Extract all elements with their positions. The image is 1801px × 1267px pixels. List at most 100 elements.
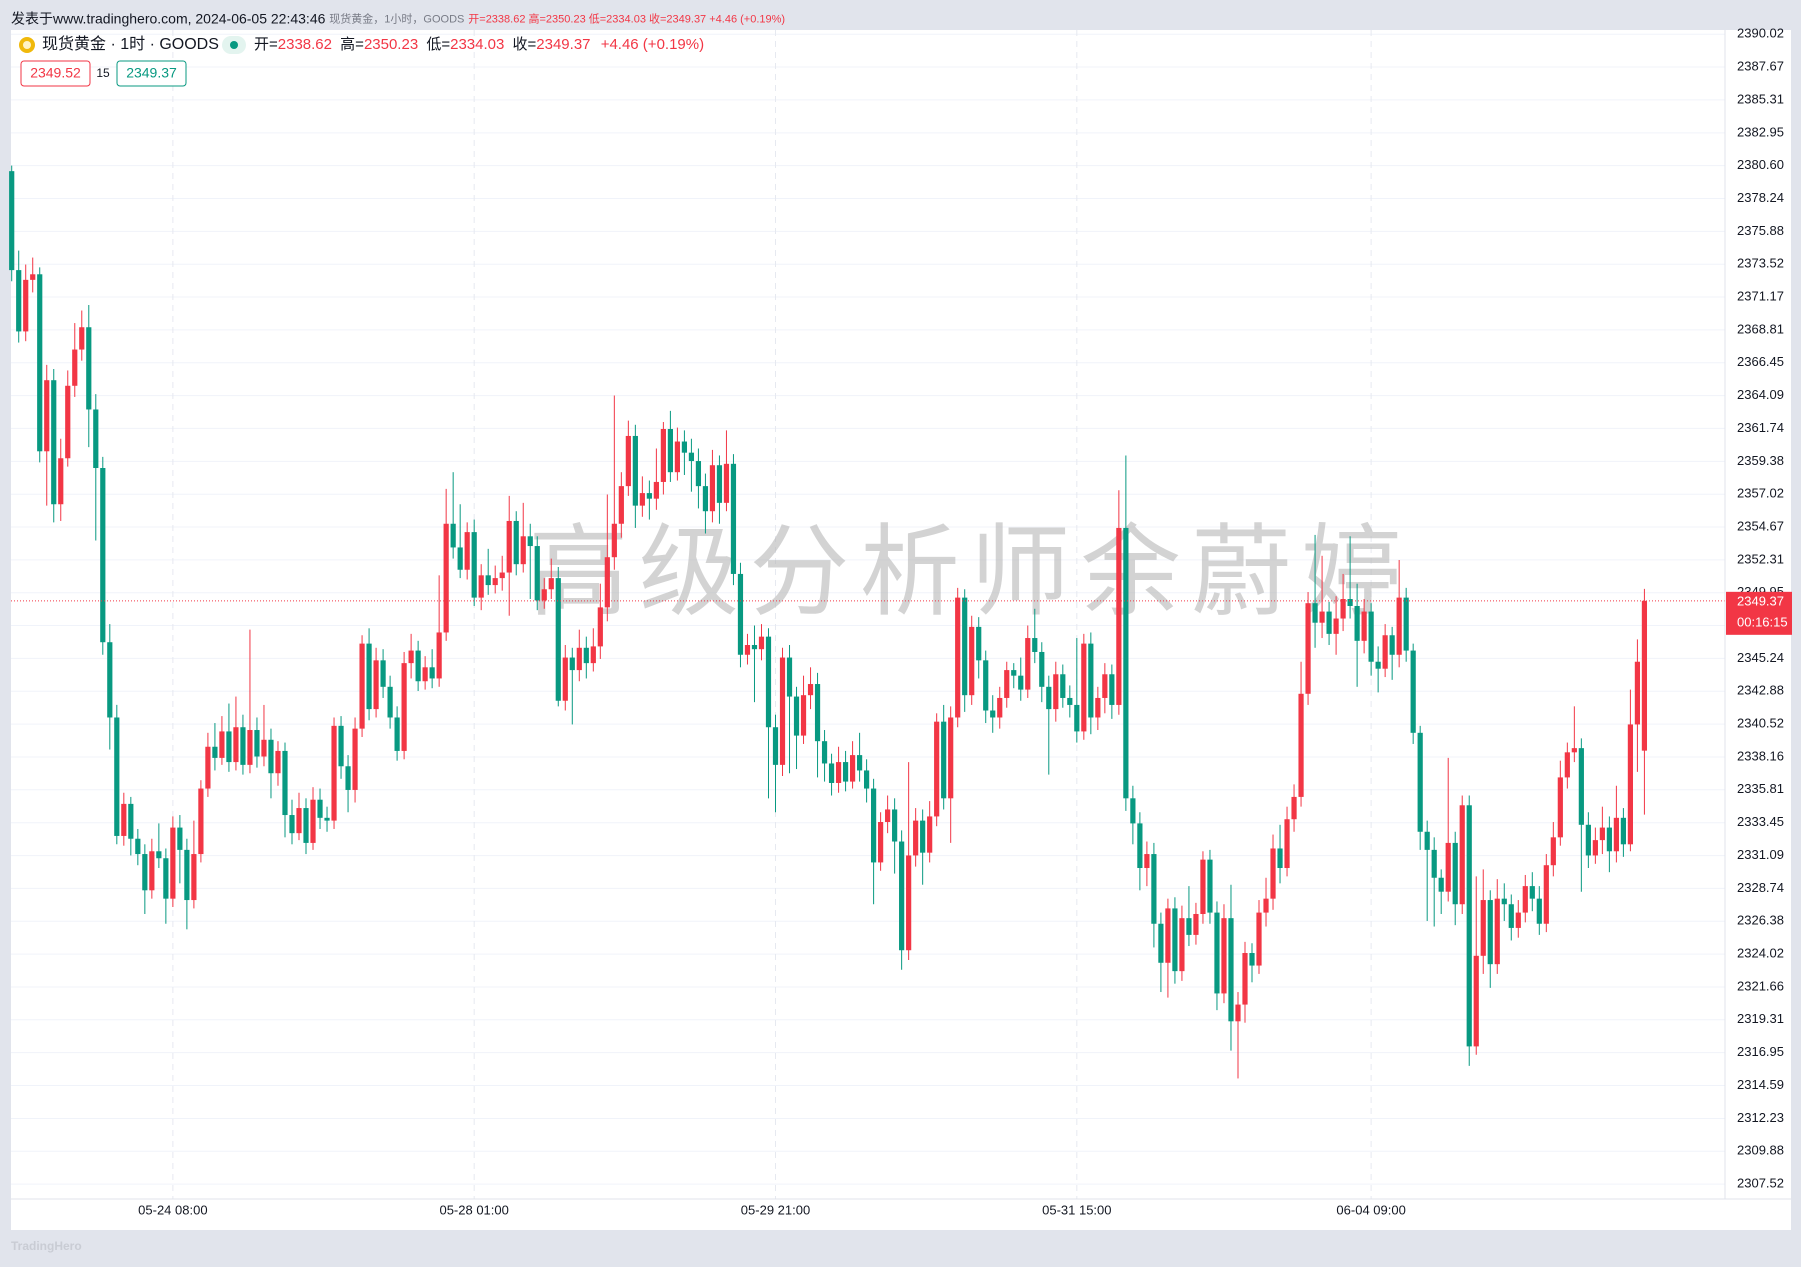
x-tick-label: 06-04 09:00	[1336, 1202, 1405, 1217]
candle-body	[1613, 817, 1619, 852]
candle-body	[520, 536, 526, 565]
candle-body	[1543, 865, 1549, 924]
candle-body	[1480, 900, 1486, 956]
last-price-box	[1726, 591, 1792, 635]
legend-change: +4.46 (+0.19%)	[601, 36, 704, 53]
candle-body	[1235, 1004, 1241, 1022]
y-tick-label: 2380.60	[1737, 157, 1784, 172]
candle-body	[1305, 603, 1311, 694]
candle-body	[450, 523, 456, 548]
candle-body	[163, 858, 169, 899]
candle-body	[646, 493, 652, 499]
x-tick-label: 05-28 01:00	[439, 1202, 508, 1217]
candle-body	[233, 727, 239, 763]
candle-body	[1592, 840, 1598, 856]
candle-body	[1340, 599, 1346, 619]
ask-box[interactable]	[116, 60, 187, 87]
candle-body	[758, 636, 765, 650]
y-tick-label: 2361.74	[1737, 420, 1784, 435]
candle-body	[744, 645, 751, 655]
legend-label: 高=	[340, 36, 364, 53]
candle-body	[247, 730, 253, 765]
y-tick-label: 2354.67	[1737, 518, 1784, 533]
candle-body	[1123, 527, 1129, 799]
candle-body	[1354, 605, 1360, 641]
candle-body	[1445, 842, 1451, 892]
candle-body	[597, 607, 603, 647]
candle-body	[751, 645, 758, 650]
candle-body	[1060, 674, 1066, 698]
candle-body	[899, 841, 905, 951]
candle-body	[1074, 704, 1080, 732]
y-tick-label: 2387.67	[1737, 58, 1784, 73]
candle-body	[976, 626, 982, 661]
candle-body	[1298, 693, 1304, 797]
candle-body	[1396, 597, 1402, 655]
candle-body	[191, 854, 197, 901]
candle-body	[373, 660, 379, 710]
candle-body	[1333, 618, 1339, 634]
candle-body	[1004, 670, 1010, 698]
candle-body	[892, 809, 898, 842]
chart-panel	[11, 30, 1791, 1230]
y-tick-label: 2312.23	[1737, 1110, 1784, 1125]
candle-body	[177, 827, 183, 850]
candle-body	[1319, 611, 1325, 623]
y-tick-label: 2314.59	[1737, 1077, 1784, 1092]
candle-body	[667, 428, 673, 473]
candle-body	[1039, 651, 1045, 687]
candle-body	[1361, 611, 1367, 641]
candle-body	[324, 817, 330, 821]
candle-body	[296, 808, 302, 834]
y-tick-label: 2324.02	[1737, 946, 1784, 961]
candle-body	[723, 463, 730, 503]
y-tick-label: 2385.31	[1737, 91, 1784, 106]
candle-body	[1459, 805, 1465, 905]
candle-body	[471, 532, 477, 598]
candle-body	[219, 731, 225, 758]
candle-body	[100, 468, 106, 643]
candle-body	[569, 657, 575, 671]
candle-body	[170, 827, 176, 899]
candle-body	[1214, 912, 1220, 994]
candle-body	[1109, 674, 1115, 705]
candle-body	[948, 717, 954, 799]
candle-body	[674, 441, 680, 473]
candle-body	[856, 755, 863, 771]
bid-box[interactable]	[20, 60, 91, 87]
candle-body	[1487, 900, 1493, 965]
candle-body	[37, 274, 43, 452]
y-tick-label: 2352.31	[1737, 551, 1784, 566]
candle-body	[548, 578, 554, 590]
candle-body	[240, 727, 246, 765]
countdown-label: 00:16:15	[1737, 614, 1788, 629]
candle-body	[65, 385, 71, 459]
candle-body	[1536, 898, 1542, 924]
candle-body	[927, 816, 933, 853]
candle-body	[1382, 635, 1388, 669]
candle-body	[1011, 670, 1017, 676]
candle-body	[135, 838, 141, 855]
y-tick-label: 2378.24	[1737, 190, 1784, 205]
candle-body	[562, 657, 568, 701]
legend-value: 2334.03	[450, 36, 504, 53]
candle-body	[1634, 661, 1641, 725]
candle-body	[513, 520, 519, 565]
y-tick-label: 2357.02	[1737, 486, 1784, 501]
candle-body	[1494, 898, 1500, 965]
candle-body	[1130, 798, 1136, 824]
candle-body	[618, 486, 624, 524]
candle-body	[835, 762, 842, 783]
y-tick-label: 2371.17	[1737, 288, 1784, 303]
candle-body	[1326, 611, 1332, 634]
candle-body	[1508, 904, 1514, 928]
y-tick-label: 2309.88	[1737, 1143, 1784, 1158]
candle-body	[317, 799, 323, 818]
candle-body	[653, 481, 659, 499]
symbol-label[interactable]: 现货黄金 · 1时 · GOODS	[42, 35, 219, 53]
candle-body	[878, 822, 884, 863]
candle-body	[1501, 898, 1507, 905]
candle-body	[212, 746, 218, 758]
candle-body	[1550, 837, 1556, 866]
